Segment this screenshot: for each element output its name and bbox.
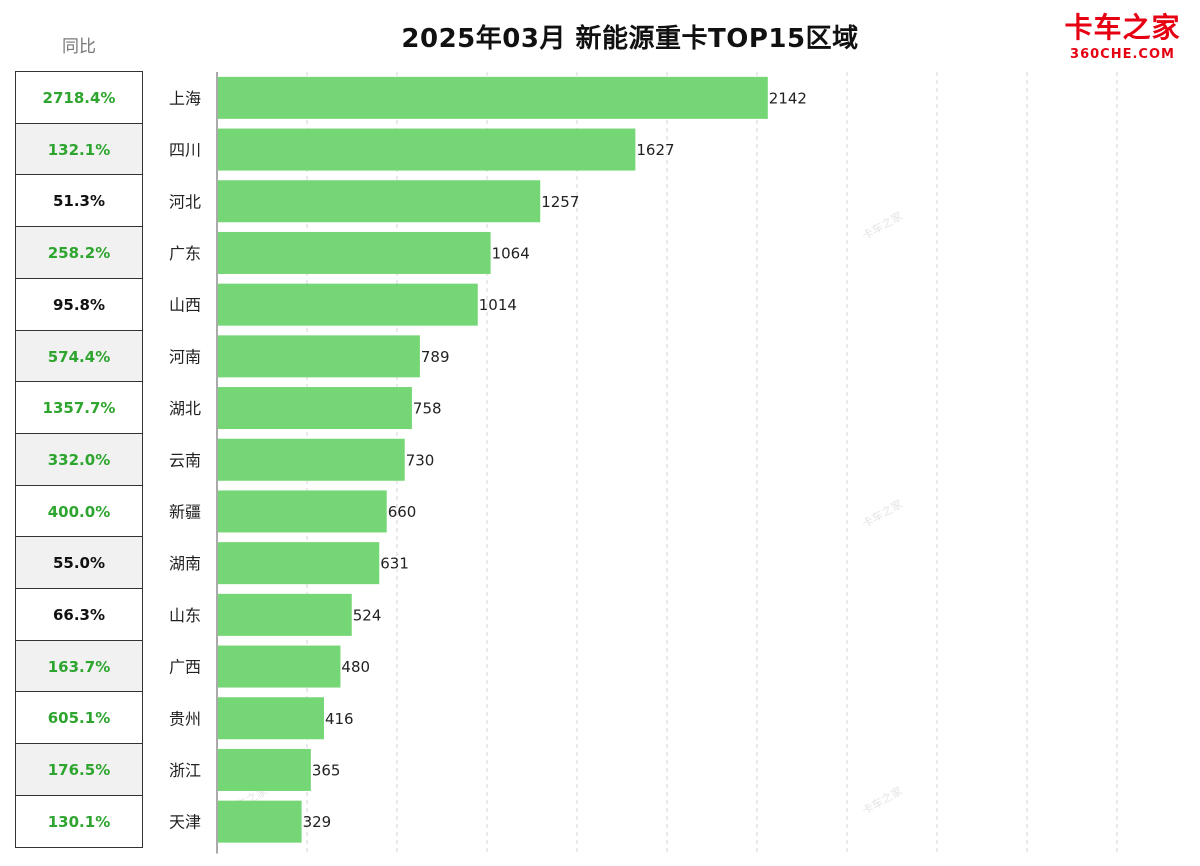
value-label: 631	[380, 555, 409, 573]
bar	[218, 128, 636, 171]
value-label: 2142	[769, 89, 807, 107]
value-label: 789	[421, 348, 450, 366]
bar	[218, 387, 412, 430]
value-label: 365	[312, 761, 341, 779]
bar	[218, 283, 478, 326]
category-label: 上海	[169, 89, 201, 108]
bar-layer	[218, 76, 768, 843]
yoy-cell: 66.3%	[15, 588, 143, 641]
yoy-cell: 176.5%	[15, 743, 143, 796]
bar	[218, 800, 302, 843]
value-label: 1627	[636, 141, 674, 159]
value-label: 1257	[541, 193, 579, 211]
value-label: 660	[388, 503, 417, 521]
bar	[218, 76, 768, 119]
bar	[218, 593, 352, 636]
category-label: 新疆	[169, 502, 201, 521]
yoy-column-header: 同比	[62, 37, 96, 57]
bar	[218, 180, 541, 223]
category-label: 广东	[169, 244, 201, 263]
yoy-cell: 55.0%	[15, 536, 143, 589]
category-label: 湖北	[169, 399, 201, 418]
category-label: 山西	[169, 296, 201, 315]
bar	[218, 748, 311, 791]
value-label: 524	[353, 606, 382, 624]
yoy-cell: 574.4%	[15, 330, 143, 383]
category-label: 湖南	[169, 554, 201, 573]
bar	[218, 438, 405, 481]
category-label: 天津	[169, 813, 201, 832]
yoy-cell: 51.3%	[15, 174, 143, 227]
yoy-cell: 258.2%	[15, 226, 143, 279]
category-label: 山东	[169, 606, 201, 625]
chart-title: 2025年03月 新能源重卡TOP15区域	[401, 24, 859, 54]
category-label: 河北	[169, 192, 201, 211]
value-label: 480	[341, 658, 370, 676]
label-layer: 上海 2142 四川 1627 河北 1257 广东 1064 山西 1014 河南 789 湖北 758…	[169, 89, 807, 832]
yoy-cell: 332.0%	[15, 433, 143, 486]
bar	[218, 490, 387, 533]
value-label: 730	[406, 451, 435, 469]
bar	[218, 697, 324, 740]
category-label: 广西	[169, 658, 201, 677]
logo-subtext: 360CHE.COM	[1070, 47, 1175, 62]
logo-text: 卡车之家	[1064, 11, 1181, 44]
value-label: 1064	[492, 244, 530, 262]
bar	[218, 542, 380, 585]
category-label: 浙江	[169, 761, 201, 780]
watermark-text: 卡车之家	[860, 208, 905, 242]
category-label: 河南	[169, 347, 201, 366]
yoy-cell: 95.8%	[15, 278, 143, 331]
brand-logo: 卡车之家 360CHE.COM	[1060, 10, 1185, 66]
yoy-cell: 1357.7%	[15, 381, 143, 434]
yoy-cell: 605.1%	[15, 691, 143, 744]
bar	[218, 335, 420, 378]
category-label: 贵州	[169, 709, 201, 728]
category-label: 云南	[169, 451, 201, 470]
yoy-cell: 130.1%	[15, 795, 143, 848]
value-label: 758	[413, 400, 442, 418]
yoy-cell: 2718.4%	[15, 71, 143, 124]
bar	[218, 231, 491, 274]
value-label: 416	[325, 710, 354, 728]
category-label: 四川	[169, 141, 201, 160]
value-label: 329	[303, 813, 332, 831]
yoy-cell: 132.1%	[15, 123, 143, 176]
watermark-text: 卡车之家	[860, 783, 905, 817]
bar	[218, 645, 341, 688]
watermark-text: 卡车之家	[860, 496, 905, 530]
value-label: 1014	[479, 296, 517, 314]
